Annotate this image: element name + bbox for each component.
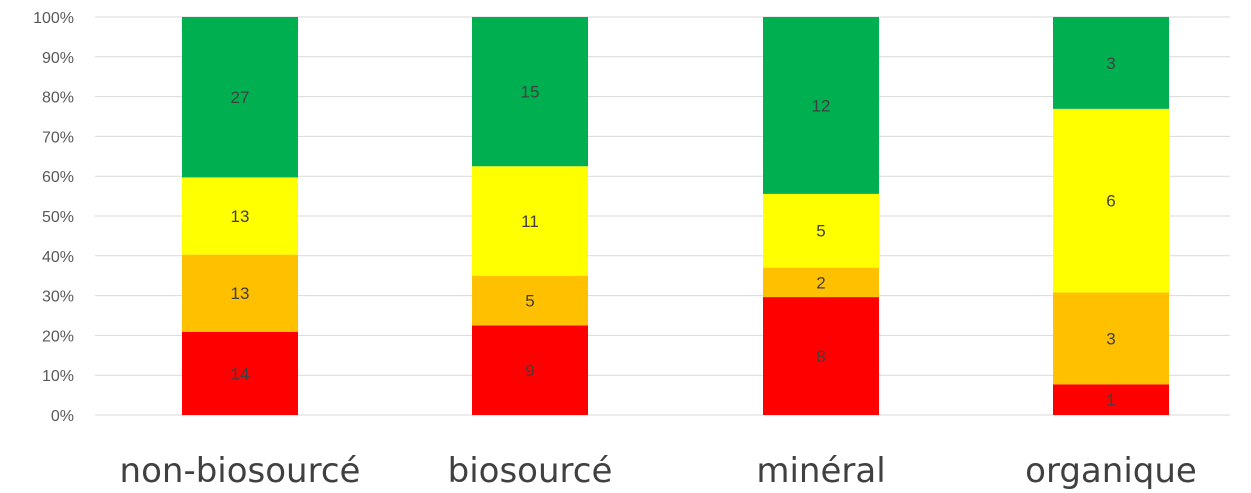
bar-segment	[182, 331, 298, 415]
y-tick-label: 80%	[42, 90, 74, 107]
y-axis-tick-labels: 0% 10% 20% 30% 40% 50% 60% 70% 80% 90% 100%	[33, 10, 74, 425]
y-tick-label: 10%	[42, 368, 74, 385]
y-tick-label: 60%	[42, 169, 74, 186]
y-tick-label: 30%	[42, 289, 74, 306]
data-label: 11	[521, 212, 539, 231]
bar-segment	[1053, 292, 1169, 385]
data-label: 15	[521, 83, 540, 102]
y-tick-label: 100%	[33, 10, 74, 27]
y-tick-label: 20%	[42, 328, 74, 345]
data-label: 13	[231, 284, 250, 303]
bar-segment	[763, 193, 879, 268]
data-label: 12	[812, 96, 831, 115]
bar-segment	[182, 17, 298, 178]
bar-segment	[763, 267, 879, 298]
y-tick-label: 70%	[42, 129, 74, 146]
bar-segment	[472, 325, 588, 415]
data-label: 8	[816, 347, 825, 366]
y-tick-label: 40%	[42, 249, 74, 266]
y-tick-label: 50%	[42, 209, 74, 226]
data-label: 1	[1106, 391, 1115, 410]
bar-segment	[472, 17, 588, 167]
bar-segment	[763, 17, 879, 194]
category-label: biosourcé	[448, 451, 613, 491]
data-label: 13	[231, 207, 250, 226]
bar-segment	[1053, 108, 1169, 293]
bar-segment	[182, 177, 298, 255]
bar-segment	[472, 275, 588, 326]
data-label: 5	[525, 292, 534, 311]
bar-segment	[472, 166, 588, 276]
data-label: 6	[1106, 192, 1115, 211]
data-label: 5	[816, 222, 825, 241]
category-label: non-biosourcé	[120, 451, 361, 491]
data-label: 2	[816, 273, 825, 292]
category-label: minéral	[756, 451, 885, 491]
bar-segment	[182, 254, 298, 332]
data-label: 14	[231, 364, 250, 383]
bar-segment	[1053, 17, 1169, 109]
data-label: 27	[231, 88, 250, 107]
category-label: organique	[1025, 451, 1197, 491]
data-label: 3	[1106, 329, 1115, 348]
y-tick-label: 0%	[51, 408, 74, 425]
x-axis-category-labels: non-biosourcé biosourcé minéral organique	[120, 451, 1197, 491]
bar-segment	[763, 297, 879, 415]
data-label: 3	[1106, 54, 1115, 73]
data-label: 9	[525, 361, 534, 380]
y-tick-label: 90%	[42, 50, 74, 67]
bars	[182, 17, 1169, 415]
bar-segment	[1053, 384, 1169, 415]
